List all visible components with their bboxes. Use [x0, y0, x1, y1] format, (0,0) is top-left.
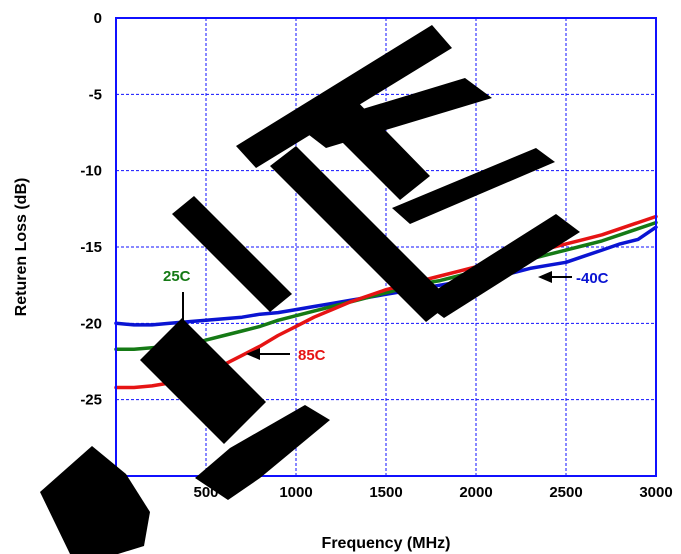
- annotation-40c-arrow-head: [538, 271, 552, 283]
- x-tick-label: 3000: [639, 484, 672, 501]
- x-tick-label: 1500: [369, 484, 402, 501]
- watermark-letter-e2-bottom: [420, 214, 580, 318]
- y-tick-label: -20: [80, 315, 102, 332]
- x-tick-label: 1000: [279, 484, 312, 501]
- watermark-letter-t-bar: [270, 146, 452, 322]
- watermark-letter-l: [172, 196, 292, 312]
- delete-watermark: [40, 25, 580, 554]
- watermark-letter-e2-top: [300, 78, 492, 148]
- watermark-letter-e2-mid: [392, 148, 555, 224]
- annotation-40c: -40C: [538, 270, 609, 287]
- x-tick-label: 2000: [459, 484, 492, 501]
- watermark-letter-e1: [140, 318, 266, 444]
- y-tick-label: -5: [89, 86, 102, 103]
- y-tick-label: 0: [94, 10, 102, 27]
- annotation-85c-arrow-head: [246, 348, 260, 360]
- annotation-85c-label: 85C: [298, 347, 326, 364]
- y-tick-label: -25: [80, 392, 102, 409]
- y-tick-label: -15: [80, 239, 102, 256]
- y-tick-label: -10: [80, 163, 102, 180]
- annotation-85c: 85C: [246, 347, 326, 364]
- annotation-40c-label: -40C: [576, 270, 609, 287]
- x-axis-title: Frequency (MHz): [322, 535, 451, 552]
- watermark-letter-e1-arm: [195, 405, 330, 500]
- watermark-letter-d: [40, 446, 150, 554]
- series-line-25c: [114, 220, 658, 352]
- y-axis-title: Returen Loss (dB): [13, 178, 30, 317]
- x-tick-label: 2500: [549, 484, 582, 501]
- tick-labels: 0500100015002000250030000-5-10-15-20-25-…: [80, 10, 672, 501]
- plot-frame: [115, 17, 657, 477]
- annotation-25c-label: 25C: [163, 268, 191, 285]
